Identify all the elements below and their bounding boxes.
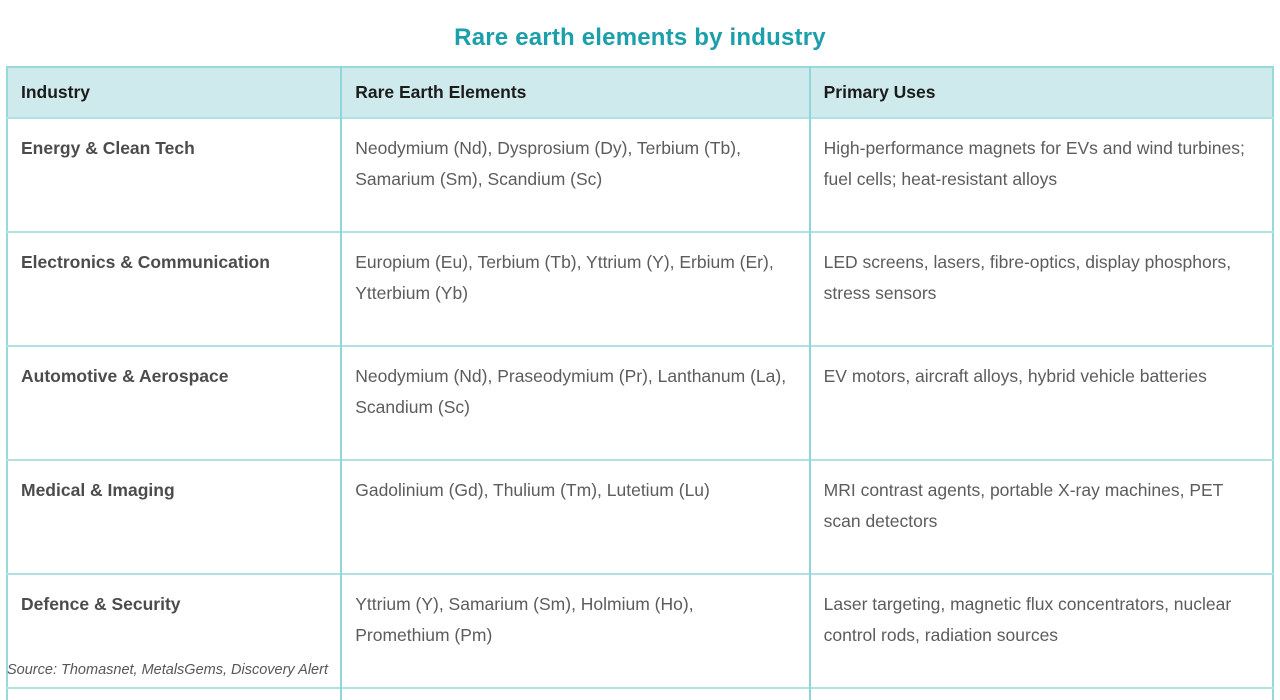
cell-uses: Catalytic converters, glass polishing, p… [808, 687, 1273, 700]
column-header-elements: Rare Earth Elements [340, 67, 810, 118]
cell-uses: High-performance magnets for EVs and win… [808, 117, 1273, 232]
cell-industry: Medical & Imaging [7, 459, 342, 574]
column-header-industry: Industry [7, 67, 342, 118]
cell-industry: Automotive & Aerospace [7, 345, 342, 460]
cell-elements: Yttrium (Y), Samarium (Sm), Holmium (Ho)… [340, 573, 810, 688]
cell-elements: Cerium (Ce), Lanthanum (La), Lutetium (L… [340, 687, 810, 700]
cell-uses: LED screens, lasers, fibre-optics, displ… [808, 231, 1273, 346]
table-row: Automotive & Aerospace Neodymium (Nd), P… [7, 345, 1273, 460]
cell-industry: Industrial & Manufacturing [7, 687, 342, 700]
column-header-uses: Primary Uses [808, 67, 1273, 118]
cell-industry: Defence & Security [7, 573, 342, 688]
cell-elements: Neodymium (Nd), Dysprosium (Dy), Terbium… [340, 117, 810, 232]
cell-uses: EV motors, aircraft alloys, hybrid vehic… [808, 345, 1273, 460]
table-header-row: Industry Rare Earth Elements Primary Use… [7, 67, 1273, 118]
page-title: Rare earth elements by industry [454, 24, 826, 51]
cell-elements: Europium (Eu), Terbium (Tb), Yttrium (Y)… [340, 231, 810, 346]
table-row: Industrial & Manufacturing Cerium (Ce), … [7, 687, 1273, 700]
source-attribution: Source: Thomasnet, MetalsGems, Discovery… [7, 662, 328, 678]
cell-elements: Neodymium (Nd), Praseodymium (Pr), Lanth… [340, 345, 810, 460]
table-body: Energy & Clean Tech Neodymium (Nd), Dysp… [7, 117, 1273, 700]
cell-uses: Laser targeting, magnetic flux concentra… [808, 573, 1273, 688]
table-row: Electronics & Communication Europium (Eu… [7, 231, 1273, 346]
table-row: Defence & Security Yttrium (Y), Samarium… [7, 573, 1273, 688]
cell-industry: Electronics & Communication [7, 231, 342, 346]
rare-earth-table: Industry Rare Earth Elements Primary Use… [6, 66, 1274, 700]
table-row: Medical & Imaging Gadolinium (Gd), Thuli… [7, 459, 1273, 574]
table-row: Energy & Clean Tech Neodymium (Nd), Dysp… [7, 117, 1273, 232]
cell-uses: MRI contrast agents, portable X-ray mach… [808, 459, 1273, 574]
table-header: Industry Rare Earth Elements Primary Use… [7, 67, 1273, 118]
cell-industry: Energy & Clean Tech [7, 117, 342, 232]
cell-elements: Gadolinium (Gd), Thulium (Tm), Lutetium … [340, 459, 810, 574]
